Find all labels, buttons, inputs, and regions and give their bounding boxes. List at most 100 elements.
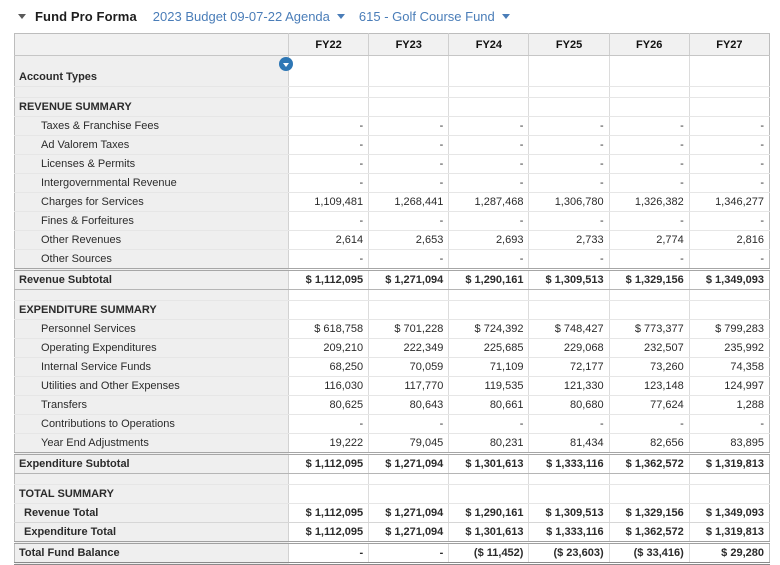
cell-value: $ 1,271,094 bbox=[368, 503, 449, 523]
cell-value: 225,685 bbox=[448, 338, 529, 358]
table-row: Expenditure Subtotal $ 1,112,095 $ 1,271,0… bbox=[14, 452, 770, 474]
cell-value: 121,330 bbox=[528, 376, 610, 396]
row-label: Transfers bbox=[14, 395, 289, 415]
cell-value bbox=[287, 289, 369, 301]
cell-value bbox=[287, 97, 369, 117]
row-label: Revenue Total bbox=[14, 503, 289, 523]
cell-value bbox=[368, 289, 449, 301]
cell-value: $ 724,392 bbox=[448, 319, 529, 339]
cell-value bbox=[287, 484, 369, 504]
cell-value bbox=[688, 484, 770, 504]
cell-value bbox=[688, 289, 770, 301]
cell-value: $ 1,319,813 bbox=[688, 452, 770, 474]
cell-value: $ 1,301,613 bbox=[448, 522, 529, 543]
cell-value: 2,693 bbox=[448, 230, 529, 250]
cell-value: 119,535 bbox=[448, 376, 529, 396]
cell-value: - bbox=[608, 211, 690, 231]
cell-value: 71,109 bbox=[448, 357, 529, 377]
table-row: Intergovernmental Revenue - - - - - - bbox=[14, 173, 770, 193]
cell-value: $ 1,333,116 bbox=[528, 452, 610, 474]
table-row: Contributions to Operations - - - - - - bbox=[14, 414, 770, 434]
cell-value: 117,770 bbox=[368, 376, 449, 396]
cell-value: - bbox=[448, 154, 529, 174]
cell-value: 1,288 bbox=[688, 395, 770, 415]
filter-dropdown-icon[interactable] bbox=[279, 57, 293, 71]
row-label: Intergovernmental Revenue bbox=[14, 173, 289, 193]
cell-value: 2,733 bbox=[528, 230, 610, 250]
cell-value: 79,045 bbox=[368, 433, 449, 454]
cell-value: - bbox=[528, 135, 610, 155]
column-header: FY26 bbox=[608, 33, 690, 56]
cell-value: $ 29,280 bbox=[688, 541, 770, 565]
cell-value: - bbox=[528, 414, 610, 434]
cell-value: 229,068 bbox=[528, 338, 610, 358]
cell-value: - bbox=[528, 154, 610, 174]
cell-value bbox=[528, 473, 610, 485]
cell-value: $ 1,290,161 bbox=[448, 268, 529, 290]
cell-value bbox=[608, 97, 690, 117]
row-label: Year End Adjustments bbox=[14, 433, 289, 454]
cell-value: - bbox=[368, 414, 449, 434]
page-title: Fund Pro Forma bbox=[35, 9, 137, 24]
table-row bbox=[14, 289, 770, 301]
cell-value bbox=[528, 55, 610, 87]
cell-value bbox=[287, 300, 369, 320]
budget-dropdown[interactable]: 2023 Budget 09-07-22 Agenda bbox=[153, 9, 345, 24]
fund-pro-forma-table: FY22 FY23 FY24 FY25 FY26 FY27 Account Types RE… bbox=[14, 33, 770, 565]
row-label bbox=[14, 473, 289, 485]
row-label: Other Revenues bbox=[14, 230, 289, 250]
chevron-down-icon bbox=[336, 14, 345, 19]
row-label: Internal Service Funds bbox=[14, 357, 289, 377]
cell-value bbox=[688, 55, 770, 87]
cell-value: $ 1,362,572 bbox=[608, 452, 690, 474]
table-row: Year End Adjustments 19,222 79,045 80,231 81… bbox=[14, 433, 770, 454]
cell-value: - bbox=[448, 249, 529, 270]
chevron-down-icon bbox=[283, 62, 289, 67]
column-header: FY22 bbox=[287, 33, 369, 56]
cell-value: - bbox=[608, 173, 690, 193]
fund-dropdown[interactable]: 615 - Golf Course Fund bbox=[359, 9, 510, 24]
cell-value: - bbox=[368, 173, 449, 193]
cell-value: $ 748,427 bbox=[528, 319, 610, 339]
row-label: Revenue Subtotal bbox=[14, 268, 289, 290]
cell-value: - bbox=[368, 116, 449, 136]
table-row: Other Revenues 2,614 2,653 2,693 2,733 2,774 2… bbox=[14, 230, 770, 250]
cell-value: $ 1,301,613 bbox=[448, 452, 529, 474]
fund-dropdown-label: 615 - Golf Course Fund bbox=[358, 9, 495, 24]
cell-value: - bbox=[608, 135, 690, 155]
cell-value bbox=[608, 86, 690, 98]
cell-value bbox=[368, 86, 449, 98]
cell-value: 1,326,382 bbox=[608, 192, 690, 212]
cell-value: 124,997 bbox=[688, 376, 770, 396]
cell-value bbox=[368, 300, 449, 320]
cell-value: - bbox=[448, 135, 529, 155]
cell-value: $ 1,112,095 bbox=[287, 503, 369, 523]
cell-value bbox=[688, 97, 770, 117]
cell-value: $ 1,112,095 bbox=[287, 268, 369, 290]
cell-value: - bbox=[608, 116, 690, 136]
cell-value: 80,625 bbox=[287, 395, 369, 415]
table-row: Revenue Subtotal $ 1,112,095 $ 1,271,094 $ … bbox=[14, 268, 770, 290]
cell-value: $ 1,309,513 bbox=[528, 503, 610, 523]
collapse-panel-icon[interactable] bbox=[18, 14, 26, 19]
cell-value bbox=[448, 300, 529, 320]
cell-value: - bbox=[688, 211, 770, 231]
table-body: Account Types REVENUE SUMMARY Taxes & Fran… bbox=[14, 55, 770, 565]
cell-value bbox=[368, 484, 449, 504]
cell-value: - bbox=[287, 154, 369, 174]
cell-value bbox=[448, 289, 529, 301]
cell-value: 80,231 bbox=[448, 433, 529, 454]
cell-value bbox=[448, 473, 529, 485]
cell-value: 73,260 bbox=[608, 357, 690, 377]
cell-value bbox=[528, 300, 610, 320]
table-row: Taxes & Franchise Fees - - - - - - bbox=[14, 116, 770, 136]
table-row: REVENUE SUMMARY bbox=[14, 97, 770, 117]
cell-value: - bbox=[608, 154, 690, 174]
cell-value: 83,895 bbox=[688, 433, 770, 454]
cell-value: 80,643 bbox=[368, 395, 449, 415]
cell-value bbox=[688, 473, 770, 485]
row-label: Expenditure Subtotal bbox=[14, 452, 289, 474]
table-row: Total Fund Balance - - ($ 11,452) ($ 23,603)… bbox=[14, 541, 770, 565]
cell-value: - bbox=[448, 211, 529, 231]
cell-value bbox=[528, 97, 610, 117]
